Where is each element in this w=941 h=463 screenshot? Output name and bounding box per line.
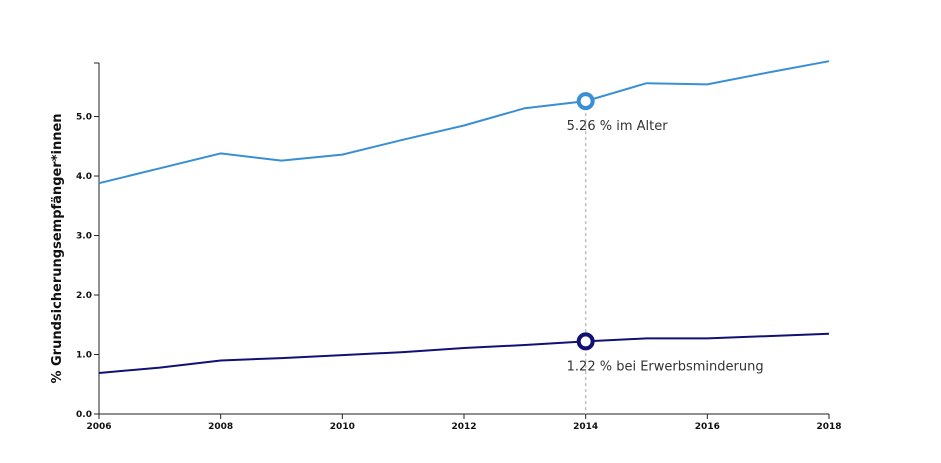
- x-tick-label: 2010: [330, 422, 355, 432]
- x-axis: 2006 2008 2010 2012 2014 2016 2018: [86, 413, 842, 432]
- annotation-label-erwerb: 1.22 % bei Erwerbsminderung: [567, 359, 764, 374]
- x-tick-label: 2014: [573, 422, 598, 432]
- y-tick-label: 2.0: [76, 291, 92, 301]
- y-tick-label: 1.0: [76, 351, 92, 361]
- y-axis-title: % Grundsicherungsempfänger*innen: [50, 113, 65, 383]
- series-line-erwerb: [98, 332, 830, 374]
- x-tick-label: 2016: [695, 422, 720, 432]
- x-tick-label: 2008: [208, 422, 233, 432]
- data-point-marker-erwerb: [576, 332, 595, 351]
- x-tick-label: 2006: [86, 422, 111, 432]
- series-layer: [98, 60, 830, 374]
- y-tick-label: 5.0: [76, 113, 92, 123]
- series-line-alter: [98, 60, 830, 185]
- y-tick-label: 3.0: [76, 232, 92, 242]
- annotation-layer: 5.26 % im Alter 1.22 % bei Erwerbsminderu…: [567, 92, 764, 374]
- data-point-marker-alter: [576, 92, 595, 111]
- annotation-label-alter: 5.26 % im Alter: [567, 119, 669, 134]
- x-tick-label: 2012: [451, 422, 476, 432]
- y-tick-label: 0.0: [76, 410, 92, 420]
- x-tick-label: 2018: [816, 422, 841, 432]
- y-tick-label: 4.0: [76, 172, 92, 182]
- y-axis: 0.0 1.0 2.0 3.0 4.0 5.0: [76, 62, 100, 420]
